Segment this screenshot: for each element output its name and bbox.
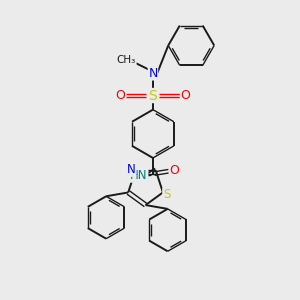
Text: O: O [180,89,190,102]
Text: CH₃: CH₃ [117,55,136,65]
Text: O: O [169,164,179,177]
Text: S: S [148,88,157,103]
Text: HN: HN [130,169,148,182]
Text: N: N [127,163,136,176]
Text: N: N [148,67,158,80]
Text: S: S [163,188,170,201]
Text: O: O [116,89,125,102]
